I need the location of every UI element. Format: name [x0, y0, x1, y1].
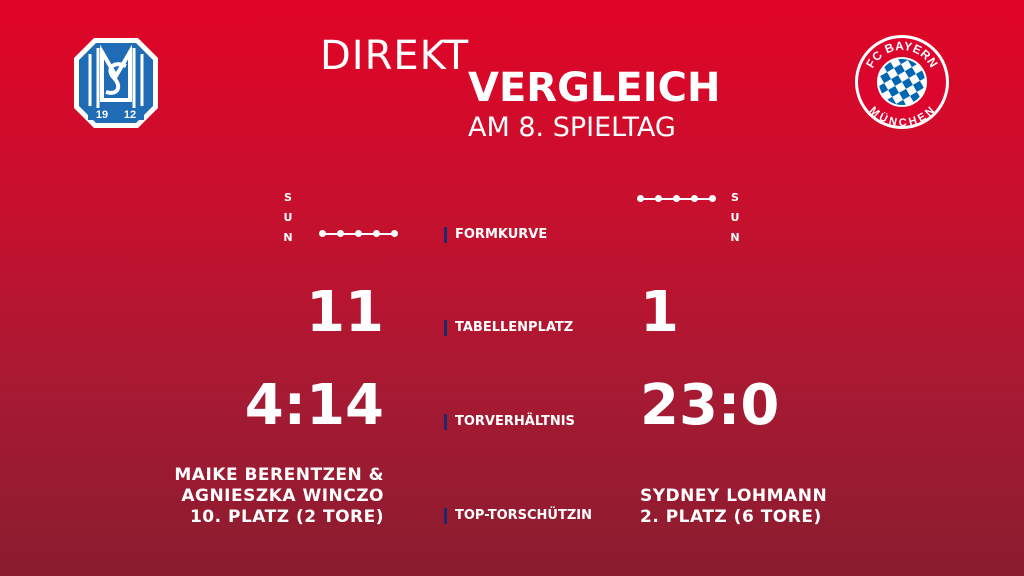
crest-year-left: 19: [96, 109, 108, 121]
form-point-1: [636, 195, 644, 202]
form-point-4: [690, 195, 698, 202]
home-top-scorer: MAIKE BERENTZEN & AGNIESZKA WINCZO 10. P…: [140, 465, 384, 528]
form-point-2: [336, 230, 344, 237]
form-legend-right: S U N: [728, 188, 742, 248]
subtitle-matchday: AM 8. SPIELTAG: [468, 112, 676, 143]
label-top-torschuetzin: TOP-TORSCHÜTZIN: [444, 508, 592, 524]
form-curve-home: [318, 230, 398, 237]
title-vergleich: VERGLEICH: [468, 65, 721, 111]
form-point-2: [654, 195, 662, 202]
legend-n: N: [730, 231, 740, 244]
label-formkurve: FORMKURVE: [444, 227, 547, 243]
legend-u: U: [283, 211, 293, 224]
away-team-crest: FC BAYERN MÜNCHEN: [854, 34, 950, 130]
home-scorer-line-2: AGNIESZKA WINCZO: [181, 486, 384, 506]
form-point-5: [708, 195, 716, 202]
form-point-1: [318, 230, 326, 237]
form-point-4: [372, 230, 380, 237]
home-scorer-line-3: 10. PLATZ (2 TORE): [189, 507, 384, 527]
home-goal-ratio: 4:14: [244, 373, 384, 438]
away-goal-ratio: 23:0: [640, 373, 780, 438]
form-point-3: [672, 195, 680, 202]
crest-year-right: 12: [124, 109, 136, 121]
away-scorer-line-2: 2. PLATZ (6 TORE): [640, 507, 822, 527]
title-direkt: DIREKT: [320, 33, 470, 79]
label-torverhaeltnis: TORVERHÄLTNIS: [444, 414, 575, 430]
form-curve-away: [636, 195, 716, 202]
form-legend-left: S U N: [281, 188, 295, 248]
label-tabellenplatz: TABELLENPLATZ: [444, 320, 573, 336]
away-table-place: 1: [640, 280, 679, 345]
form-point-3: [354, 230, 362, 237]
home-team-crest: 19 12: [72, 36, 160, 130]
legend-s: S: [731, 191, 739, 204]
home-scorer-line-1: MAIKE BERENTZEN &: [174, 465, 384, 485]
form-point-5: [390, 230, 398, 237]
away-top-scorer: SYDNEY LOHMANN 2. PLATZ (6 TORE): [640, 486, 827, 528]
legend-s: S: [284, 191, 292, 204]
legend-u: U: [730, 211, 740, 224]
home-table-place: 11: [306, 280, 384, 345]
away-scorer-line-1: SYDNEY LOHMANN: [640, 486, 828, 506]
legend-n: N: [283, 231, 293, 244]
